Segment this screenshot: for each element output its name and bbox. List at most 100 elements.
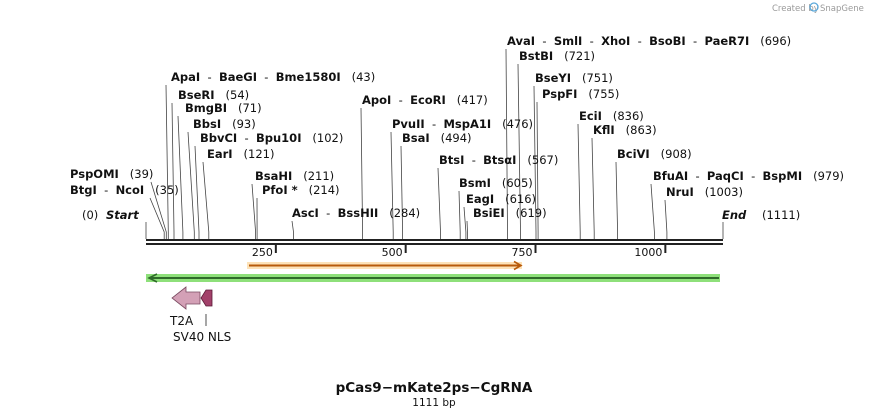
ruler-tick-label: 1000: [634, 246, 662, 259]
green-feature-arrow[interactable]: [146, 273, 720, 283]
t2a-arrow-icon: [171, 286, 201, 310]
restriction-site-label[interactable]: BseRI (54): [178, 88, 249, 102]
enzyme-name: EciI: [579, 109, 602, 123]
site-position: (43): [341, 70, 376, 84]
site-leader-line: [360, 107, 363, 239]
site-leader-line: [187, 131, 195, 239]
restriction-site-label[interactable]: ApoI - EcoRI (417): [362, 93, 488, 107]
enzyme-name: BsaI: [402, 131, 430, 145]
restriction-site-label[interactable]: BbvCI - Bpu10I (102): [200, 131, 343, 145]
orange-feature-arrow[interactable]: [247, 260, 523, 271]
site-leader-line: [177, 115, 184, 239]
site-leader-line: [536, 101, 539, 239]
feature-t2a[interactable]: T2A: [169, 286, 201, 328]
enzyme-name: EagI: [466, 192, 494, 206]
site-leader-line: [650, 183, 655, 239]
site-position: (755): [577, 87, 619, 101]
restriction-site-label[interactable]: ApaI - BaeGI - Bme1580I (43): [171, 70, 375, 84]
site-leader-line: [437, 167, 441, 239]
snapgene-logo-icon: [809, 2, 819, 12]
restriction-site-label[interactable]: PvuII - MspA1I (476): [392, 117, 533, 131]
enzyme-name: BsiEI: [473, 206, 505, 220]
restriction-site-label[interactable]: BtsI - BtsαI (567): [439, 153, 558, 167]
restriction-site-label[interactable]: PspFI (755): [542, 87, 619, 101]
snapgene-credit: Created by SnapGene: [772, 2, 864, 14]
credit-text: Created by: [772, 4, 819, 14]
enzyme-name: EcoRI: [410, 93, 446, 107]
site-labels: BtgI - NcoI (35) PspOMI (39) ApaI - BaeGI …: [70, 34, 844, 220]
enzyme-name: BtsI: [439, 153, 464, 167]
enzyme-name: SmlI: [554, 34, 583, 48]
site-leader-line: [291, 220, 294, 239]
restriction-site-label[interactable]: BciVI (908): [617, 147, 692, 161]
restriction-site-label[interactable]: BbsI (93): [193, 117, 256, 131]
enzyme-name: BciVI: [617, 147, 650, 161]
enzyme-name: PaqCI: [707, 169, 744, 183]
site-leader-line: [165, 84, 169, 239]
enzyme-name: BfuAI: [653, 169, 688, 183]
restriction-site-label[interactable]: AvaI - SmlI - XhoI - BsoBI - PaeR7I (696…: [507, 34, 791, 48]
sv40-nls-label: SV40 NLS: [173, 330, 231, 344]
enzyme-name: Bpu10I: [256, 131, 301, 145]
restriction-site-label[interactable]: BtgI - NcoI (35): [70, 183, 179, 197]
start-label: (0) Start: [82, 208, 139, 222]
end-name: End: [722, 208, 747, 222]
site-position: (605): [491, 176, 533, 190]
restriction-site-label[interactable]: EagI (616): [466, 192, 536, 206]
site-leader-line: [664, 199, 668, 239]
site-leader-line: [390, 131, 394, 239]
restriction-site-label[interactable]: KflI (863): [593, 123, 657, 137]
start-name: Start: [106, 208, 139, 222]
enzyme-name: BbvCI: [200, 131, 237, 145]
enzyme-name: AscI: [292, 206, 319, 220]
restriction-site-label[interactable]: BsmI (605): [459, 176, 533, 190]
enzyme-name: BseYI: [535, 71, 571, 85]
enzyme-name: MspA1I: [443, 117, 491, 131]
site-position: (616): [494, 192, 536, 206]
site-leader-line: [505, 48, 508, 239]
restriction-site-label[interactable]: BsiEI (619): [473, 206, 547, 220]
restriction-site-label[interactable]: PspOMI (39): [70, 167, 153, 181]
restriction-site-label[interactable]: BseYI (751): [535, 71, 613, 85]
end-pos: (1111): [762, 208, 800, 222]
enzyme-name: BsmI: [459, 176, 491, 190]
site-leader-line: [171, 102, 175, 239]
feature-sv40-nls[interactable]: SV40 NLS: [173, 289, 231, 344]
enzyme-name: BstBI: [519, 49, 553, 63]
restriction-site-label[interactable]: NruI (1003): [666, 185, 743, 199]
restriction-site-label[interactable]: BsaI (494): [402, 131, 472, 145]
site-leader-line: [591, 137, 595, 239]
site-position: (1003): [694, 185, 743, 199]
sv40-nls-arrow-icon: [200, 289, 213, 307]
enzyme-name: BsoBI: [649, 34, 686, 48]
site-lines: [145, 48, 724, 239]
site-leader-line: [202, 161, 210, 239]
restriction-site-label[interactable]: AscI - BssHII (284): [292, 206, 420, 220]
site-leader-line: [463, 206, 467, 239]
site-position: (619): [505, 206, 547, 220]
restriction-site-label[interactable]: BfuAI - PaqCI - BspMI (979): [653, 169, 844, 183]
enzyme-name: KflI: [593, 123, 615, 137]
restriction-site-label[interactable]: EciI (836): [579, 109, 644, 123]
site-leader-line: [400, 145, 403, 239]
site-position: (35): [144, 183, 179, 197]
enzyme-name: ApoI: [362, 93, 391, 107]
start-pos: (0): [82, 208, 98, 222]
site-leader-line: [458, 190, 461, 239]
restriction-site-label[interactable]: EarI (121): [207, 147, 274, 161]
restriction-site-label[interactable]: BstBI (721): [519, 49, 595, 63]
map-subtitle: 1111 bp: [412, 397, 456, 409]
site-position: (751): [571, 71, 613, 85]
enzyme-name: BsaHI: [255, 169, 292, 183]
site-position: (211): [292, 169, 334, 183]
enzyme-name: PspOMI: [70, 167, 119, 181]
ruler-tick-label: 250: [252, 246, 273, 259]
site-leader-line: [533, 85, 537, 239]
site-leader-line: [150, 181, 167, 239]
restriction-site-label[interactable]: BsaHI (211): [255, 169, 334, 183]
site-leader-line: [577, 123, 581, 239]
ruler-tick-label: 500: [382, 246, 403, 259]
restriction-site-label[interactable]: BmgBI (71): [185, 101, 262, 115]
restriction-site-label[interactable]: PfoI * (214): [262, 183, 340, 197]
